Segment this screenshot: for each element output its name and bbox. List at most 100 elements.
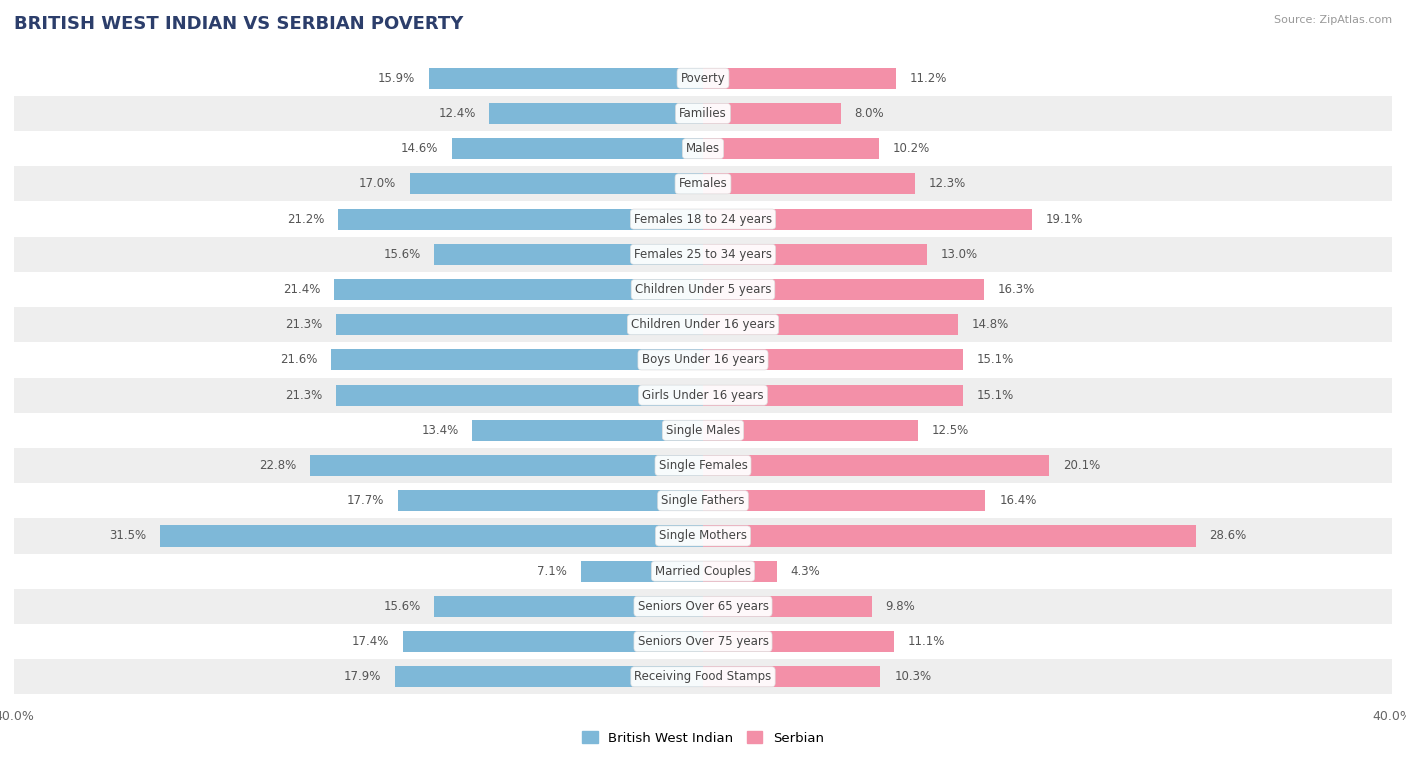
Bar	[160, 525, 703, 547]
Text: 8.0%: 8.0%	[855, 107, 884, 120]
Bar	[451, 138, 703, 159]
Text: 13.0%: 13.0%	[941, 248, 977, 261]
Text: 19.1%: 19.1%	[1046, 212, 1083, 226]
Text: 14.8%: 14.8%	[972, 318, 1010, 331]
Bar	[434, 596, 703, 617]
Bar	[14, 343, 1392, 377]
Bar	[14, 166, 1392, 202]
Legend: British West Indian, Serbian: British West Indian, Serbian	[576, 726, 830, 750]
Bar	[703, 314, 957, 335]
Text: 16.3%: 16.3%	[997, 283, 1035, 296]
Bar	[14, 236, 1392, 272]
Bar	[14, 483, 1392, 518]
Text: Females 18 to 24 years: Females 18 to 24 years	[634, 212, 772, 226]
Bar	[311, 455, 703, 476]
Text: Seniors Over 65 years: Seniors Over 65 years	[637, 600, 769, 613]
Text: 17.0%: 17.0%	[359, 177, 396, 190]
Bar	[14, 272, 1392, 307]
Text: Poverty: Poverty	[681, 72, 725, 85]
Bar	[14, 412, 1392, 448]
Bar	[337, 208, 703, 230]
Text: Families: Families	[679, 107, 727, 120]
Text: 14.6%: 14.6%	[401, 143, 437, 155]
Text: 17.7%: 17.7%	[347, 494, 384, 507]
Text: Single Fathers: Single Fathers	[661, 494, 745, 507]
Bar	[703, 490, 986, 512]
Bar	[14, 202, 1392, 236]
Text: 10.2%: 10.2%	[893, 143, 929, 155]
Text: 9.8%: 9.8%	[886, 600, 915, 613]
Bar	[335, 279, 703, 300]
Bar	[703, 208, 1032, 230]
Bar	[398, 490, 703, 512]
Text: 22.8%: 22.8%	[259, 459, 297, 472]
Bar	[336, 314, 703, 335]
Text: 15.6%: 15.6%	[384, 600, 420, 613]
Bar	[411, 174, 703, 195]
Bar	[703, 666, 880, 688]
Bar	[489, 103, 703, 124]
Text: 21.3%: 21.3%	[285, 318, 322, 331]
Bar	[14, 96, 1392, 131]
Text: Boys Under 16 years: Boys Under 16 years	[641, 353, 765, 366]
Text: 12.3%: 12.3%	[928, 177, 966, 190]
Bar	[336, 384, 703, 406]
Text: 4.3%: 4.3%	[790, 565, 821, 578]
Text: 10.3%: 10.3%	[894, 670, 931, 683]
Text: 7.1%: 7.1%	[537, 565, 567, 578]
Bar	[429, 67, 703, 89]
Text: Single Mothers: Single Mothers	[659, 529, 747, 543]
Text: 11.1%: 11.1%	[908, 635, 945, 648]
Bar	[330, 349, 703, 371]
Text: Children Under 5 years: Children Under 5 years	[634, 283, 772, 296]
Bar	[703, 420, 918, 441]
Bar	[14, 624, 1392, 659]
Bar	[703, 596, 872, 617]
Bar	[703, 244, 927, 265]
Bar	[703, 455, 1049, 476]
Text: 15.1%: 15.1%	[977, 353, 1014, 366]
Text: Girls Under 16 years: Girls Under 16 years	[643, 389, 763, 402]
Bar	[14, 448, 1392, 483]
Bar	[14, 659, 1392, 694]
Bar	[14, 61, 1392, 96]
Bar	[14, 377, 1392, 412]
Text: 13.4%: 13.4%	[422, 424, 458, 437]
Text: Males: Males	[686, 143, 720, 155]
Text: 15.9%: 15.9%	[378, 72, 415, 85]
Bar	[703, 103, 841, 124]
Bar	[703, 174, 915, 195]
Text: 28.6%: 28.6%	[1209, 529, 1247, 543]
Bar	[703, 561, 778, 581]
Text: 21.6%: 21.6%	[280, 353, 318, 366]
Bar	[581, 561, 703, 581]
Text: Receiving Food Stamps: Receiving Food Stamps	[634, 670, 772, 683]
Text: Seniors Over 75 years: Seniors Over 75 years	[637, 635, 769, 648]
Bar	[703, 631, 894, 652]
Text: 20.1%: 20.1%	[1063, 459, 1101, 472]
Bar	[395, 666, 703, 688]
Text: 12.5%: 12.5%	[932, 424, 969, 437]
Bar	[703, 67, 896, 89]
Bar	[14, 307, 1392, 343]
Text: 21.4%: 21.4%	[283, 283, 321, 296]
Text: BRITISH WEST INDIAN VS SERBIAN POVERTY: BRITISH WEST INDIAN VS SERBIAN POVERTY	[14, 15, 464, 33]
Bar	[14, 589, 1392, 624]
Bar	[404, 631, 703, 652]
Bar	[14, 553, 1392, 589]
Bar	[703, 138, 879, 159]
Text: 21.3%: 21.3%	[285, 389, 322, 402]
Text: 15.6%: 15.6%	[384, 248, 420, 261]
Text: Females 25 to 34 years: Females 25 to 34 years	[634, 248, 772, 261]
Bar	[434, 244, 703, 265]
Text: 16.4%: 16.4%	[1000, 494, 1036, 507]
Bar	[14, 131, 1392, 166]
Bar	[703, 525, 1195, 547]
Text: 15.1%: 15.1%	[977, 389, 1014, 402]
Text: Married Couples: Married Couples	[655, 565, 751, 578]
Text: 17.9%: 17.9%	[343, 670, 381, 683]
Text: 31.5%: 31.5%	[110, 529, 146, 543]
Text: 21.2%: 21.2%	[287, 212, 323, 226]
Bar	[14, 518, 1392, 553]
Text: Single Males: Single Males	[666, 424, 740, 437]
